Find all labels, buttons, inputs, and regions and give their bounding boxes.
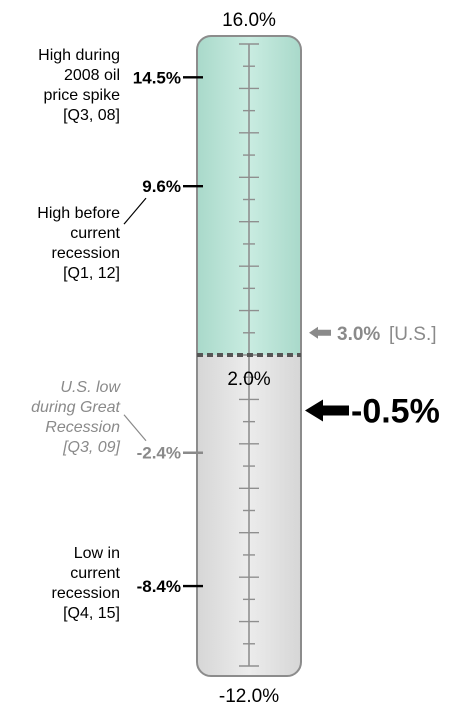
marker-note-line: recession — [51, 585, 120, 602]
scale-bottom-label: -12.0% — [219, 686, 279, 707]
marker-value-3: -8.4% — [137, 577, 181, 596]
marker-note-line: recession — [51, 245, 120, 262]
marker-leader-1 — [123, 197, 147, 225]
marker-note-line: [Q1, 12] — [63, 265, 120, 282]
marker-value-2: -2.4% — [137, 444, 181, 463]
marker-value-1: 9.6% — [142, 177, 181, 196]
marker-note-line: [Q4, 15] — [63, 605, 120, 622]
current-value-arrow — [305, 399, 349, 422]
gauge-marks: 16.0% -12.0% 2.0% 3.0% [U.S.] -0.5% 14.5% 9.6% -… — [123, 10, 440, 707]
threshold-label: 2.0% — [227, 369, 270, 390]
marker-note-2: U.S. low during Great Recession [Q3, 09] — [4, 378, 120, 458]
marker-note-line: [Q3, 09] — [63, 439, 120, 456]
marker-note-line: 2008 oil — [63, 67, 120, 84]
marker-note-line: Recession — [45, 419, 120, 436]
marker-note-line: Low in — [73, 545, 120, 562]
current-value-label: -0.5% — [351, 393, 440, 431]
marker-note-0: High during 2008 oil price spike [Q3, 08] — [4, 46, 120, 126]
us-reference-arrow — [309, 326, 331, 339]
marker-note-3: Low in current recession [Q4, 15] — [4, 544, 120, 624]
marker-leader-2 — [123, 414, 147, 442]
marker-value-0: 14.5% — [133, 68, 181, 87]
marker-note-line: High during — [38, 47, 120, 64]
scale-top-label: 16.0% — [222, 10, 276, 31]
marker-note-line: during Great — [31, 399, 120, 416]
marker-note-line: High before — [37, 205, 120, 222]
us-reference-value: 3.0% — [337, 324, 380, 345]
marker-note-line: price spike — [43, 87, 120, 104]
marker-note-line: [Q3, 08] — [63, 107, 120, 124]
marker-note-line: current — [70, 565, 120, 582]
marker-note-line: U.S. low — [60, 379, 120, 396]
marker-note-line: current — [70, 225, 120, 242]
us-reference-tag: [U.S.] — [389, 324, 437, 345]
marker-note-1: High before current recession [Q1, 12] — [4, 204, 120, 284]
